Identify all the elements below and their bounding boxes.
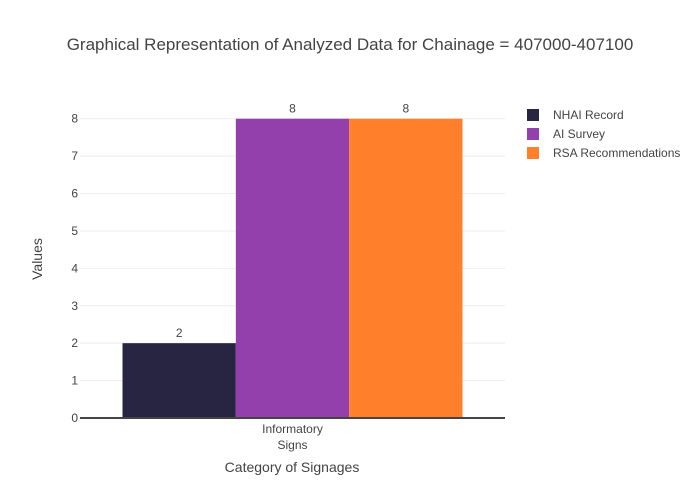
y-tick-label: 2 [71, 336, 78, 350]
legend-swatch [527, 109, 539, 121]
x-axis-title: Category of Signages [225, 459, 360, 475]
y-tick-label: 6 [71, 187, 78, 201]
bars [122, 118, 463, 419]
x-axis-ticks: Informatory Signs [262, 422, 323, 452]
bar [349, 118, 463, 419]
y-tick-label: 5 [71, 224, 78, 238]
y-tick-label: 1 [71, 374, 78, 388]
y-axis-title: Values [29, 238, 45, 280]
y-tick-label: 7 [71, 149, 78, 163]
y-tick-label: 8 [71, 112, 78, 126]
y-tick-label: 3 [71, 299, 78, 313]
legend: NHAI Record AI Survey RSA Recommendations [527, 108, 680, 160]
y-tick-label: 0 [71, 411, 78, 425]
legend-label: AI Survey [553, 127, 605, 141]
data-label: 8 [402, 102, 409, 116]
x-tick-label: Informatory Signs [262, 422, 323, 452]
legend-label: RSA Recommendations [553, 146, 680, 160]
data-labels: 2 8 8 [176, 102, 410, 340]
y-tick-label: 4 [71, 261, 78, 275]
data-label: 2 [176, 326, 183, 340]
legend-label: NHAI Record [553, 108, 624, 122]
legend-swatch [527, 147, 539, 159]
data-label: 8 [289, 102, 296, 116]
chart-title: Graphical Representation of Analyzed Dat… [67, 35, 634, 54]
bar [122, 343, 236, 418]
bar [235, 118, 350, 419]
legend-swatch [527, 128, 539, 140]
y-axis-ticks: 0 1 2 3 4 5 6 7 8 [71, 112, 78, 425]
